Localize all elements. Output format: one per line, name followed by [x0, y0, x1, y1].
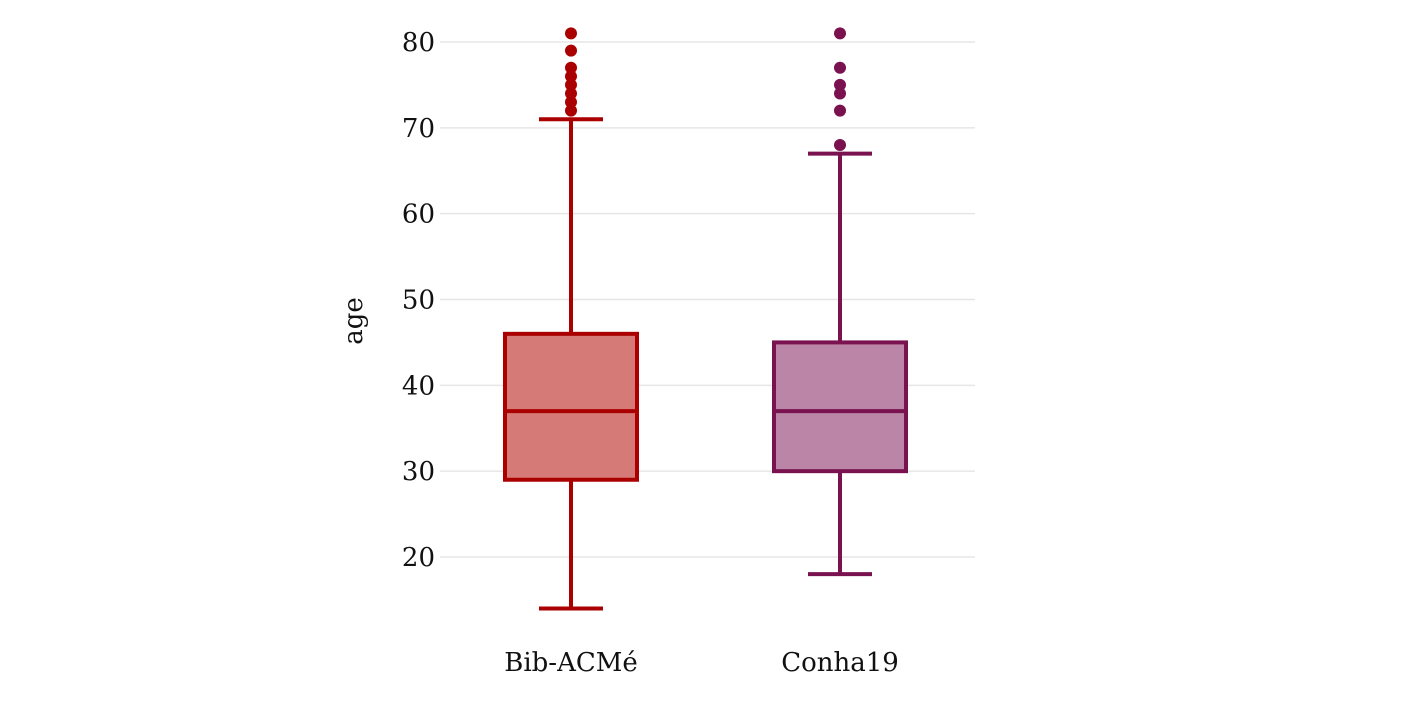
outlier-point	[834, 27, 846, 40]
outlier-point	[834, 139, 846, 151]
box-group-1	[503, 27, 639, 611]
outlier-point	[565, 70, 577, 83]
box-iqr	[503, 331, 639, 482]
outlier-point	[834, 61, 846, 74]
y-tick-label-60: 60	[402, 200, 435, 230]
outlier-point	[565, 27, 577, 40]
outlier-point	[565, 44, 577, 57]
category-label-1: Bib-ACMé	[504, 648, 638, 678]
outlier-point	[834, 78, 846, 91]
box-iqr	[772, 340, 908, 474]
box-group-2	[772, 27, 908, 577]
outlier-point	[565, 87, 577, 100]
y-tick-label-70: 70	[402, 114, 435, 144]
outlier-point	[565, 96, 577, 109]
category-labels: Bib-ACMé Conha19	[504, 648, 899, 678]
box-layer	[503, 27, 908, 611]
outlier-point	[565, 78, 577, 91]
y-tick-label-50: 50	[402, 286, 435, 316]
outlier-point	[565, 104, 577, 117]
outlier-point	[834, 87, 846, 100]
y-tick-label-30: 30	[402, 457, 435, 487]
y-axis-title: age	[339, 297, 369, 345]
y-tick-label-20: 20	[402, 543, 435, 573]
y-tick-label-40: 40	[402, 371, 435, 401]
category-label-2: Conha19	[781, 648, 899, 678]
outlier-point	[834, 104, 846, 117]
outlier-point	[565, 61, 577, 74]
y-tick-label-80: 80	[402, 28, 435, 58]
y-tick-labels: 20 30 40 50 60 70 80	[402, 28, 435, 573]
